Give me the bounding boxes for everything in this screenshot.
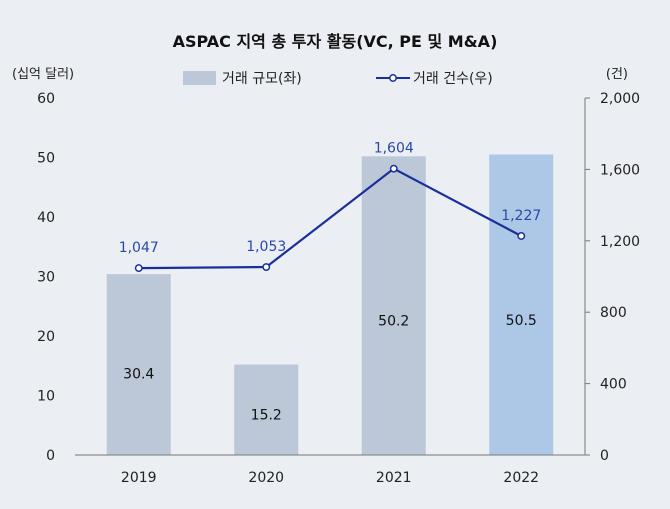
y-right-tick-label: 800 bbox=[600, 305, 627, 321]
chart-title: ASPAC 지역 총 투자 활동(VC, PE 및 M&A) bbox=[173, 32, 498, 51]
bar-value-label: 15.2 bbox=[251, 407, 282, 423]
bar-value-label: 50.5 bbox=[506, 313, 537, 329]
bar bbox=[234, 364, 299, 455]
line-series bbox=[138, 167, 522, 270]
line-data-label: 1,047 bbox=[119, 240, 159, 256]
line-data-label: 1,604 bbox=[374, 141, 414, 157]
bar-value-label: 50.2 bbox=[378, 314, 409, 330]
y-left-tick-label: 20 bbox=[37, 329, 55, 345]
line-point bbox=[517, 232, 526, 240]
y-right-tick-label: 0 bbox=[600, 448, 609, 464]
bar bbox=[361, 156, 426, 455]
line-point bbox=[134, 264, 143, 273]
bar bbox=[489, 154, 554, 455]
x-tick-label: 2022 bbox=[503, 470, 539, 486]
x-tick-label: 2021 bbox=[376, 470, 412, 486]
y-left-tick-label: 30 bbox=[37, 270, 55, 286]
y-right-tick-label: 1,200 bbox=[600, 234, 640, 250]
x-tick-label: 2019 bbox=[121, 470, 157, 486]
y-left-tick-label: 0 bbox=[46, 448, 55, 464]
y-right-tick-label: 1,600 bbox=[600, 162, 640, 178]
y-left-tick-label: 10 bbox=[37, 389, 55, 405]
legend-line-marker bbox=[389, 74, 397, 82]
legend-line-label: 거래 건수(우) bbox=[413, 71, 493, 87]
x-tick-label: 2020 bbox=[248, 470, 284, 486]
y-left-tick-label: 60 bbox=[37, 91, 55, 107]
line-data-label: 1,227 bbox=[501, 208, 541, 224]
line-point bbox=[389, 164, 398, 173]
line-data-label: 1,053 bbox=[246, 239, 286, 255]
y-right-tick-label: 400 bbox=[600, 377, 627, 393]
y-right-tick-label: 2,000 bbox=[600, 91, 640, 107]
legend-bar-label: 거래 규모(좌) bbox=[222, 71, 302, 87]
y-right-axis-label: (건) bbox=[606, 67, 628, 82]
bar-value-label: 30.4 bbox=[123, 367, 154, 383]
y-left-tick-label: 40 bbox=[37, 210, 55, 226]
y-left-tick-label: 50 bbox=[37, 151, 55, 167]
y-left-axis-label: (십억 달러) bbox=[12, 67, 74, 82]
bar bbox=[106, 274, 171, 455]
legend-bar-swatch bbox=[183, 71, 216, 85]
line-point bbox=[262, 263, 271, 271]
